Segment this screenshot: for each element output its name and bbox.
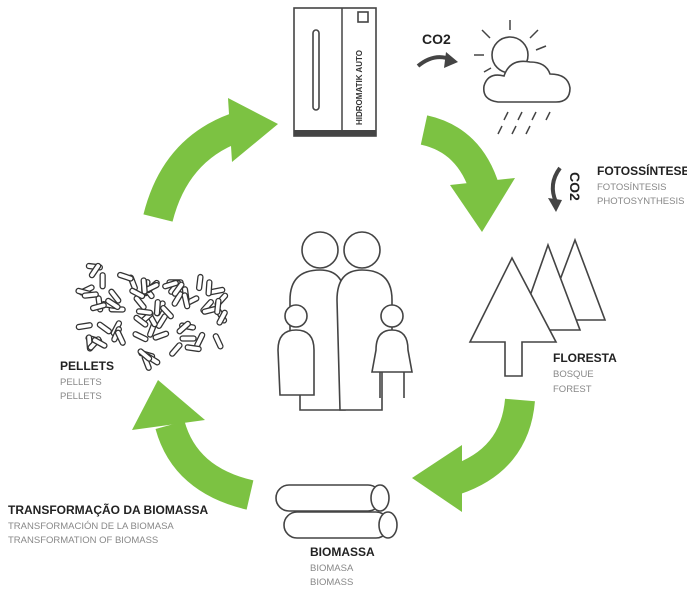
transformation-line: TRANSFORMACIÓN DE LA BIOMASA — [8, 521, 174, 532]
pellet — [180, 336, 196, 341]
pellet — [90, 302, 107, 311]
pellets-title: PELLETS — [60, 359, 114, 373]
pellets-icon — [75, 263, 228, 371]
body — [278, 330, 314, 395]
pellet — [154, 299, 160, 315]
diagram: HIDROMATIK AUTO CO2 CO2 FOTOSSÍNTESE FOT… — [0, 0, 687, 590]
co2-arrow — [553, 168, 560, 202]
photosynthesis-title: FOTOSSÍNTESE — [597, 163, 687, 178]
forest-line: FOREST — [553, 384, 592, 395]
pellets-line: PELLETS — [60, 391, 102, 402]
pellet — [132, 331, 149, 343]
photosynthesis-line: FOTOSÍNTESIS — [597, 182, 667, 193]
transformation-title: TRANSFORMAÇÃO DA BIOMASSA — [8, 502, 209, 517]
co2-label: CO2 — [422, 31, 451, 47]
arrowhead — [450, 178, 515, 232]
pellet — [212, 333, 223, 350]
transformation-line: TRANSFORMATION OF BIOMASS — [8, 535, 158, 546]
pellet — [152, 331, 169, 341]
arrow — [170, 425, 250, 495]
boiler-label: HIDROMATIK AUTO — [355, 50, 364, 125]
boiler-base — [294, 130, 376, 136]
photosynthesis-line: PHOTOSYNTHESIS — [597, 196, 684, 207]
forest-line: BOSQUE — [553, 369, 594, 380]
family — [278, 232, 412, 410]
log — [276, 485, 381, 511]
weather-icon — [474, 20, 570, 134]
biomass-line: BIOMASA — [310, 563, 354, 574]
forest-title: FLORESTA — [553, 351, 617, 365]
rain — [498, 112, 550, 134]
log-end — [371, 485, 389, 511]
boiler-panel — [358, 12, 368, 22]
co2-arrowhead — [548, 198, 562, 212]
logs — [276, 485, 397, 538]
boiler-handle — [313, 30, 319, 110]
pellet — [100, 273, 105, 289]
pellet — [117, 272, 134, 282]
head — [302, 232, 338, 268]
log-end — [379, 512, 397, 538]
head — [344, 232, 380, 268]
arrowhead — [412, 445, 462, 512]
pellet — [76, 322, 93, 329]
pellets-line: PELLETS — [60, 377, 102, 388]
co2-label: CO2 — [567, 172, 583, 201]
pellet — [196, 274, 203, 290]
pellet — [82, 292, 98, 299]
biomass-line: BIOMASS — [310, 577, 353, 588]
pellet — [215, 298, 222, 314]
arrowhead — [132, 380, 205, 430]
pellet — [136, 309, 152, 316]
head — [285, 305, 307, 327]
head — [381, 305, 403, 327]
pellet — [96, 321, 112, 334]
pellet — [169, 342, 183, 357]
boiler: HIDROMATIK AUTO — [294, 8, 376, 136]
arrow — [158, 128, 235, 218]
arrow — [424, 130, 485, 190]
arrowhead — [228, 98, 278, 162]
arrow — [455, 400, 520, 480]
pellet — [141, 278, 147, 294]
pellet — [206, 280, 212, 296]
biomass-title: BIOMASSA — [310, 545, 375, 559]
log — [284, 512, 389, 538]
co2-arrowhead — [444, 52, 458, 68]
